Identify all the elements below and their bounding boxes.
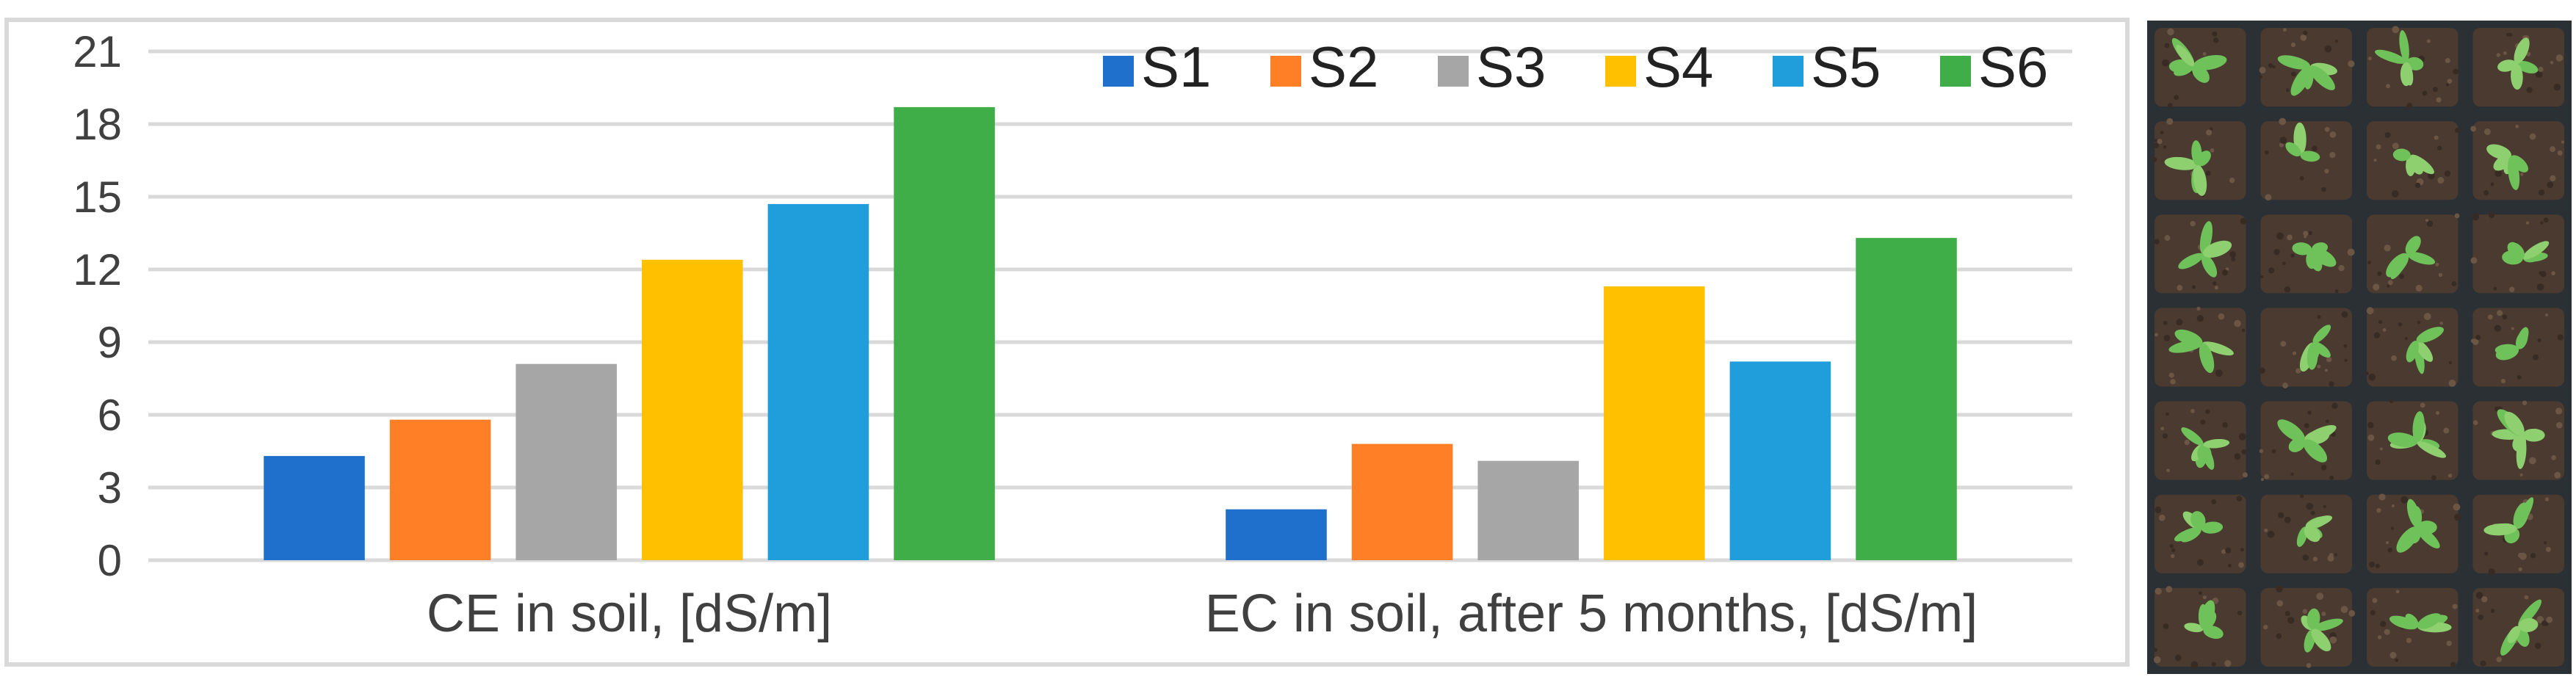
seedling <box>2174 511 2224 543</box>
legend-swatch-s2 <box>1270 56 1301 87</box>
y-tick-label: 3 <box>98 463 122 512</box>
legend: S1 S2 S3 S4 S5 S6 <box>1103 35 2048 99</box>
bar-s6-1 <box>894 106 995 560</box>
chart-panel: 0 3 6 9 12 15 18 21 CE in soil, [dS/m] EC in soi… <box>4 18 2130 667</box>
seedling <box>2178 221 2232 278</box>
seedling <box>2164 140 2211 196</box>
bar-chart: 0 3 6 9 12 15 18 21 CE in soil, [dS/m] EC in soi… <box>73 27 2072 643</box>
bar-s1-2 <box>1226 509 1327 560</box>
seedling <box>2494 327 2529 360</box>
seedling <box>2486 144 2528 190</box>
seedling <box>2168 329 2234 373</box>
seedling <box>2389 613 2452 633</box>
bar-s2-2 <box>1351 443 1453 560</box>
bar-s5-2 <box>1729 361 1831 560</box>
bar-s4-1 <box>642 259 743 560</box>
seedling <box>2181 427 2230 470</box>
bar-s3-2 <box>1477 460 1579 560</box>
y-tick-label: 21 <box>73 27 122 76</box>
legend-label-s4: S4 <box>1643 35 1713 99</box>
legend-swatch-s5 <box>1773 56 1803 87</box>
legend-label-s5: S5 <box>1811 35 1881 99</box>
bar-s2-1 <box>389 419 491 560</box>
legend-label-s1: S1 <box>1141 35 1211 99</box>
y-tick-label: 9 <box>98 318 122 367</box>
y-tick-label: 12 <box>73 245 122 294</box>
legend-label-s2: S2 <box>1309 35 1378 99</box>
seedling-tray-photo <box>2147 21 2572 674</box>
bar-s1-1 <box>264 456 365 560</box>
y-tick-label: 18 <box>73 100 122 149</box>
seedling <box>2386 236 2436 280</box>
bar-s4-2 <box>1604 286 1705 560</box>
y-tick-label: 0 <box>98 536 122 585</box>
legend-swatch-s4 <box>1605 56 1636 87</box>
seedling <box>2285 122 2320 162</box>
seedling <box>2387 411 2447 458</box>
category-label: CE in soil, [dS/m] <box>427 584 832 643</box>
bar-s6-2 <box>1856 238 1957 560</box>
seedling <box>2500 599 2542 656</box>
bar-s3-1 <box>515 363 617 560</box>
seedling <box>2184 600 2224 639</box>
seedling <box>2292 242 2337 272</box>
legend-label-s6: S6 <box>1978 35 2048 99</box>
y-tick-label: 6 <box>98 391 122 440</box>
seedling <box>2277 55 2337 96</box>
seedling <box>2483 497 2534 544</box>
seedling <box>2502 241 2550 265</box>
legend-swatch-s6 <box>1940 56 1971 87</box>
bars <box>264 106 1957 560</box>
legend-swatch-s3 <box>1438 56 1469 87</box>
legend-label-s3: S3 <box>1476 35 1546 99</box>
y-tick-label: 15 <box>73 173 122 222</box>
seedling <box>2299 325 2331 372</box>
seedling <box>2301 608 2343 653</box>
seedling <box>2396 499 2440 553</box>
seedling <box>2406 327 2444 374</box>
seedling <box>2296 515 2333 547</box>
legend-swatch-s1 <box>1103 56 1134 87</box>
category-label: EC in soil, after 5 months, [dS/m] <box>1205 584 1978 643</box>
seedling <box>2492 409 2545 469</box>
category-labels: CE in soil, [dS/m] EC in soil, after 5 mo… <box>427 584 1978 643</box>
bar-s5-1 <box>767 203 869 560</box>
seedling <box>2277 419 2337 463</box>
seedling-tray-image <box>2147 21 2572 674</box>
seedling <box>2497 37 2539 90</box>
seedling <box>2392 148 2434 177</box>
y-axis-ticks: 0 3 6 9 12 15 18 21 <box>73 27 122 585</box>
seedling <box>2375 30 2424 87</box>
seedling <box>2168 37 2227 83</box>
